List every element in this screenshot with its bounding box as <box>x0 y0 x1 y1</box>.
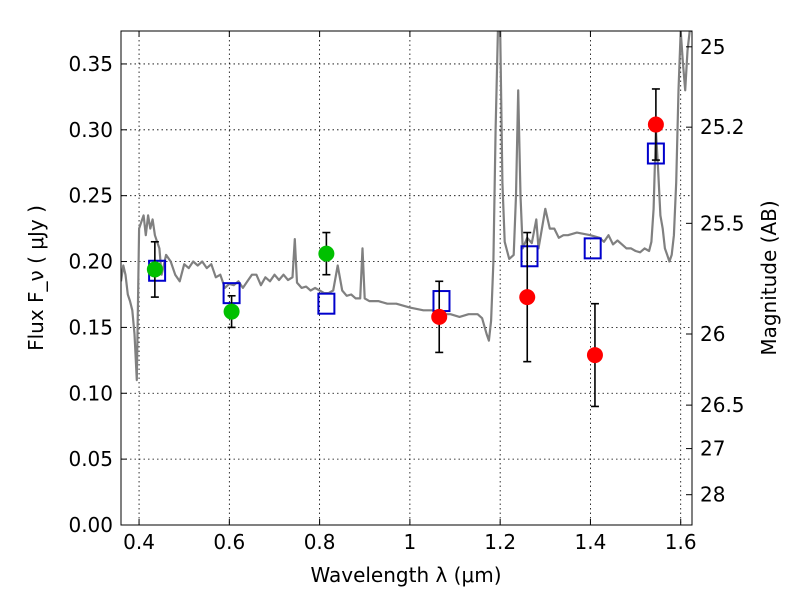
plot-frame <box>120 30 693 526</box>
right-tick-label: 27 <box>700 437 725 461</box>
right-tick-label: 25 <box>700 35 725 59</box>
y-tick-label: 0.15 <box>68 315 113 339</box>
x-tick-label: 1.6 <box>665 530 697 554</box>
x-tick-label: 1.4 <box>575 530 607 554</box>
grid <box>121 31 692 526</box>
spectrum-line <box>121 31 692 382</box>
plot-area <box>121 31 692 408</box>
y-axis-title: Flux F_ν ( μJy ) <box>24 205 48 351</box>
x-tick-label: 0.8 <box>304 530 336 554</box>
y-tick-label: 0.30 <box>68 118 113 142</box>
data-point-marker <box>146 261 163 278</box>
x-axis-title: Wavelength λ (μm) <box>310 563 501 587</box>
model-square-marker <box>432 290 451 313</box>
right-tick-label: 26 <box>700 322 725 346</box>
model-square-marker <box>317 292 336 315</box>
data-point-marker <box>431 308 448 325</box>
right-tick-label: 25.5 <box>700 211 745 235</box>
right-tick-label: 26.5 <box>700 393 745 417</box>
y-tick-label: 0.25 <box>68 184 113 208</box>
data-point-marker <box>647 116 664 133</box>
data-point-marker <box>223 303 240 320</box>
data-point-marker <box>318 245 335 262</box>
y-tick-label: 0.00 <box>68 513 113 537</box>
x-tick-label: 0.4 <box>123 530 155 554</box>
y-tick-label: 0.05 <box>68 447 113 471</box>
model-square-marker <box>520 245 539 268</box>
axis-ticks: 0.4 0.6 0.8 1 1.2 1.4 1.6 0.00 0.05 0.10 0.15 0.20 0… <box>68 31 745 554</box>
y-tick-label: 0.20 <box>68 250 113 274</box>
x-tick-label: 0.6 <box>213 530 245 554</box>
right-tick-label: 28 <box>700 483 725 507</box>
data-point-marker <box>519 289 536 306</box>
right-tick-label: 25.2 <box>700 115 745 139</box>
data-point-marker <box>586 347 603 364</box>
right-axis-title: Magnitude (AB) <box>757 200 781 355</box>
y-tick-label: 0.35 <box>68 52 113 76</box>
model-square-marker <box>583 237 602 260</box>
x-tick-label: 1 <box>404 530 417 554</box>
x-tick-label: 1.2 <box>484 530 516 554</box>
y-tick-label: 0.10 <box>68 381 113 405</box>
